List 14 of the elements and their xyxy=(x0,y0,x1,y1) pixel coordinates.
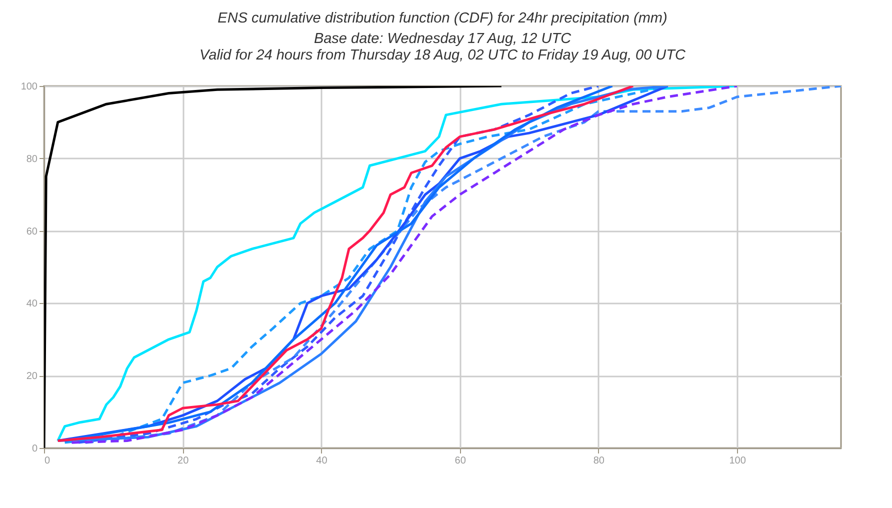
x-tick-label: 0 xyxy=(44,456,50,466)
y-tick-label: 40 xyxy=(26,298,38,310)
y-tick-label: 20 xyxy=(26,371,38,382)
y-tick-label: 100 xyxy=(20,82,38,92)
x-tick-label: 80 xyxy=(593,456,605,466)
x-tick-label: 20 xyxy=(178,456,190,466)
x-tick-label: 60 xyxy=(454,456,466,466)
y-tick-label: 0 xyxy=(32,444,38,454)
x-tick-label: 100 xyxy=(729,456,746,466)
chart-subtitle: Base date: Wednesday 17 Aug, 12 UTC Valid for 24 hours from Thursday 18 Aug, 02 UTC to Friday 19 Aug, 00 UTC xyxy=(200,31,686,64)
y-tick-label: 80 xyxy=(26,154,38,165)
x-tick-label: 40 xyxy=(316,456,328,466)
y-tick-label: 60 xyxy=(26,226,38,238)
chart-title: ENS cumulative distribution function (CDF) for 24hr precipitation (mm) xyxy=(218,10,668,26)
